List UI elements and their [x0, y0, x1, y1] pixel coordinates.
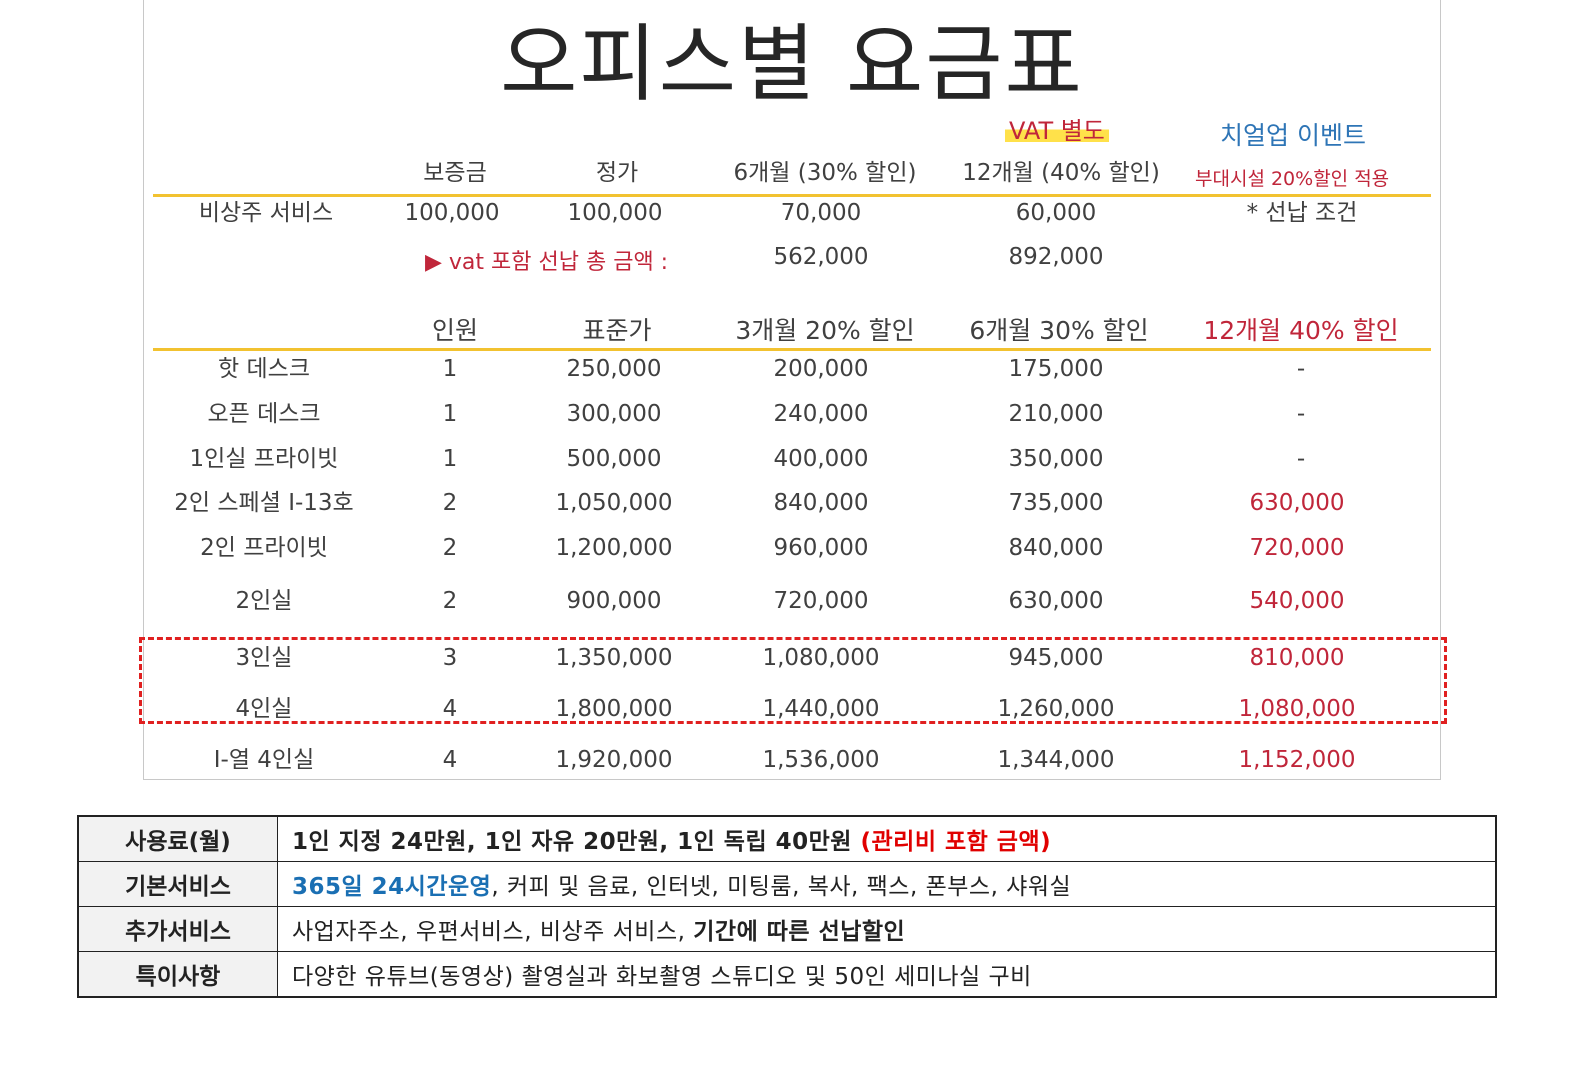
info-table: 사용료(월) 1인 지정 24만원, 1인 자유 20만원, 1인 독립 40만…	[77, 815, 1497, 998]
row-12month: -	[1296, 356, 1306, 382]
event-title: 치얼업 이벤트	[1220, 121, 1366, 150]
row-name: 1인실 프라이빗	[189, 446, 339, 472]
info-value: 365일 24시간운영, 커피 및 음료, 인터넷, 미팅룸, 복사, 팩스, …	[277, 861, 1497, 907]
row-name: 2인 스페셜 I-13호	[174, 490, 354, 516]
row-people: 2	[442, 535, 458, 561]
info-key: 사용료(월)	[77, 815, 278, 862]
extra-bold: 기간에 따른 선납할인	[693, 919, 906, 945]
fee-highlight: (관리비 포함 금액)	[860, 829, 1052, 855]
header-12month: 12개월 (40% 할인)	[962, 160, 1160, 186]
row-name: 2인실	[235, 588, 293, 614]
row-standard: 900,000	[566, 588, 662, 614]
row-3month: 1,080,000	[762, 645, 880, 671]
row-3month: 240,000	[773, 401, 869, 427]
info-value: 사업자주소, 우편서비스, 비상주 서비스, 기간에 따른 선납할인	[277, 906, 1497, 952]
row-standard: 1,050,000	[555, 490, 673, 516]
service-deposit: 100,000	[404, 200, 500, 226]
highlight-dashed-box	[139, 637, 1447, 724]
price-card	[143, 0, 1441, 780]
row-6month: 210,000	[1008, 401, 1104, 427]
row-12month: 810,000	[1249, 645, 1345, 671]
row-12month: 720,000	[1249, 535, 1345, 561]
row-6month: 630,000	[1008, 588, 1104, 614]
info-key: 기본서비스	[77, 861, 278, 907]
row-name: 오픈 데스크	[207, 401, 321, 427]
service-list: 100,000	[567, 200, 663, 226]
header-deposit: 보증금	[423, 160, 487, 186]
row-6month: 175,000	[1008, 356, 1104, 382]
basic-highlight: 365일 24시간운영	[292, 874, 492, 900]
row-12month: 1,080,000	[1238, 696, 1356, 722]
service-12month: 60,000	[1015, 200, 1097, 226]
row-people: 2	[442, 588, 458, 614]
header-people: 인원	[431, 316, 479, 345]
row-3month: 1,440,000	[762, 696, 880, 722]
header-3month: 3개월 20% 할인	[735, 316, 915, 345]
prepay-12month: 892,000	[1008, 244, 1104, 270]
row-people: 1	[442, 401, 458, 427]
row-name: I-열 4인실	[213, 747, 315, 773]
prepay-6month: 562,000	[773, 244, 869, 270]
row-6month: 1,344,000	[997, 747, 1115, 773]
row-standard: 250,000	[566, 356, 662, 382]
header-list-price: 정가	[595, 160, 639, 186]
row-12month: -	[1296, 401, 1306, 427]
row-3month: 1,536,000	[762, 747, 880, 773]
row-3month: 840,000	[773, 490, 869, 516]
fee-text: 1인 지정 24만원, 1인 자유 20만원, 1인 독립 40만원	[292, 829, 861, 855]
page-title: 오피스별 요금표	[500, 15, 1084, 113]
row-12month: -	[1296, 446, 1306, 472]
row-standard: 1,350,000	[555, 645, 673, 671]
row-6month: 350,000	[1008, 446, 1104, 472]
row-3month: 720,000	[773, 588, 869, 614]
divider-line	[153, 194, 1431, 197]
info-key: 특이사항	[77, 951, 278, 998]
basic-text: , 커피 및 음료, 인터넷, 미팅룸, 복사, 팩스, 폰부스, 샤워실	[491, 874, 1072, 900]
row-standard: 1,200,000	[555, 535, 673, 561]
service-6month: 70,000	[780, 200, 862, 226]
info-row-fee: 사용료(월) 1인 지정 24만원, 1인 자유 20만원, 1인 독립 40만…	[77, 815, 1497, 862]
row-people: 2	[442, 490, 458, 516]
row-people: 4	[442, 747, 458, 773]
service-note: * 선납 조건	[1246, 200, 1358, 226]
row-standard: 300,000	[566, 401, 662, 427]
row-3month: 400,000	[773, 446, 869, 472]
info-row-extra: 추가서비스 사업자주소, 우편서비스, 비상주 서비스, 기간에 따른 선납할인	[77, 906, 1497, 952]
row-6month: 1,260,000	[997, 696, 1115, 722]
row-12month: 540,000	[1249, 588, 1345, 614]
row-12month: 1,152,000	[1238, 747, 1356, 773]
header-6month-office: 6개월 30% 할인	[969, 316, 1149, 345]
row-12month: 630,000	[1249, 490, 1345, 516]
header-standard: 표준가	[582, 316, 652, 345]
row-standard: 500,000	[566, 446, 662, 472]
info-row-special: 특이사항 다양한 유튜브(동영상) 촬영실과 화보촬영 스튜디오 및 50인 세…	[77, 951, 1497, 998]
row-6month: 735,000	[1008, 490, 1104, 516]
info-value: 다양한 유튜브(동영상) 촬영실과 화보촬영 스튜디오 및 50인 세미나실 구…	[277, 951, 1497, 998]
row-people: 1	[442, 446, 458, 472]
row-6month: 945,000	[1008, 645, 1104, 671]
info-row-basic: 기본서비스 365일 24시간운영, 커피 및 음료, 인터넷, 미팅룸, 복사…	[77, 861, 1497, 907]
prepay-label: ▶ vat 포함 선납 총 금액 :	[425, 250, 669, 275]
row-standard: 1,920,000	[555, 747, 673, 773]
event-subtitle: 부대시설 20%할인 적용	[1195, 168, 1390, 190]
row-people: 4	[442, 696, 458, 722]
row-name: 3인실	[235, 645, 293, 671]
row-people: 1	[442, 356, 458, 382]
divider-line	[153, 348, 1431, 351]
row-3month: 200,000	[773, 356, 869, 382]
service-name: 비상주 서비스	[198, 200, 334, 226]
row-people: 3	[442, 645, 458, 671]
row-standard: 1,800,000	[555, 696, 673, 722]
extra-text: 사업자주소, 우편서비스, 비상주 서비스,	[292, 919, 694, 945]
vat-note: VAT 별도	[1005, 118, 1109, 144]
info-value: 1인 지정 24만원, 1인 자유 20만원, 1인 독립 40만원 (관리비 …	[277, 815, 1497, 862]
header-12month-office: 12개월 40% 할인	[1203, 316, 1399, 345]
header-6month: 6개월 (30% 할인)	[733, 160, 917, 186]
row-name: 4인실	[235, 696, 293, 722]
row-name: 핫 데스크	[218, 356, 310, 382]
row-6month: 840,000	[1008, 535, 1104, 561]
row-name: 2인 프라이빗	[200, 535, 328, 561]
info-key: 추가서비스	[77, 906, 278, 952]
row-3month: 960,000	[773, 535, 869, 561]
